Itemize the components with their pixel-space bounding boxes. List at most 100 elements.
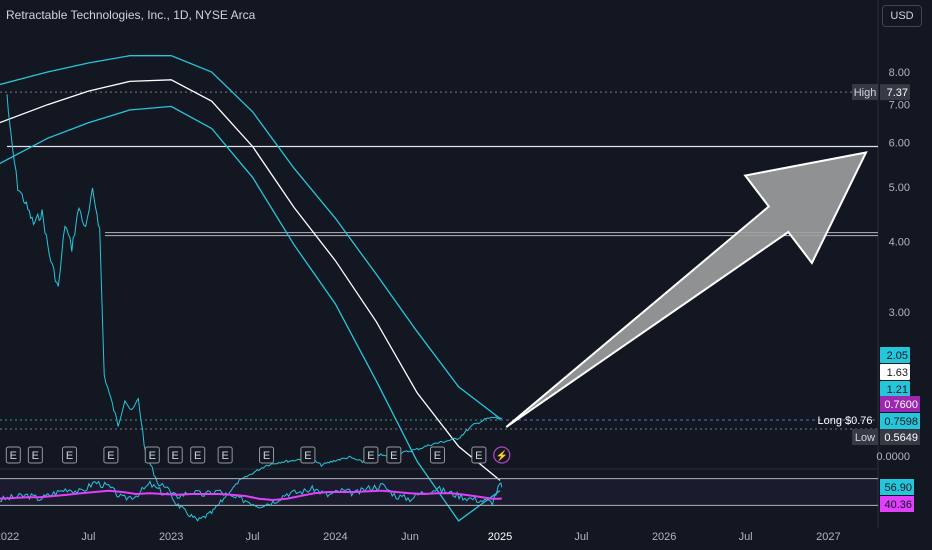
low-badge-label-bg [852, 429, 878, 445]
earnings-marker-label: E [194, 450, 201, 462]
low-badge-value: 0.5649 [884, 432, 918, 444]
earnings-marker-label: E [32, 450, 39, 462]
x-tick-label: 2026 [652, 531, 676, 543]
envelope-upper-line [0, 55, 501, 420]
earnings-marker: E [386, 446, 402, 464]
earnings-marker-label: E [475, 450, 482, 462]
y-tick-label: 7.00 [889, 100, 910, 112]
y-tick-label: 5.00 [889, 182, 910, 194]
rsi-ma-badge-value: 40.36 [884, 499, 912, 511]
position-label: Long $0.76 [817, 415, 872, 427]
low-badge-bg [880, 429, 920, 445]
rsi-ma-line [0, 489, 502, 502]
earnings-marker-label: E [434, 450, 441, 462]
earnings-marker-label: E [10, 450, 17, 462]
earnings-marker-label: E [66, 450, 73, 462]
earnings-marker-box [363, 446, 379, 464]
earnings-marker-box [190, 446, 206, 464]
rsi-band [0, 478, 878, 506]
earnings-marker-box [5, 446, 21, 464]
split-marker-icon: ⚡ [496, 449, 508, 462]
earnings-marker-box [259, 446, 275, 464]
currency-button[interactable]: USD [882, 5, 922, 27]
envelope-lower-line [0, 105, 501, 522]
earnings-marker-label: E [367, 450, 374, 462]
y-tick-label: 4.00 [889, 237, 910, 249]
x-tick-label: 2024 [323, 531, 347, 543]
x-tick-label: Jun [401, 531, 419, 543]
rsi-badge-bg [880, 479, 914, 495]
earnings-marker: E [5, 446, 21, 464]
upper-band-badge-bg [880, 347, 910, 363]
rsi-ma-badge-bg [880, 496, 914, 512]
high-badge-label: High [854, 87, 877, 99]
middle-band-badge-bg [880, 364, 910, 380]
earnings-marker: E [259, 446, 275, 464]
x-tick-label: 2022 [0, 531, 19, 543]
lower-band-badge-value: 1.21 [887, 384, 908, 396]
envelope-middle-line [0, 79, 501, 481]
upper-band-badge: 2.05 [880, 347, 910, 363]
high-badge-label-bg [852, 84, 878, 101]
rsi-ma-badge: 40.36 [880, 496, 914, 512]
earnings-marker-box [144, 446, 160, 464]
current-price-value: 0.7598 [884, 416, 918, 428]
earnings-marker-box [300, 446, 316, 464]
high-badge-value: 7.37 [887, 87, 908, 99]
last-price-bg [880, 396, 920, 412]
last-price-badge: 0.7600 [880, 396, 920, 412]
earnings-marker: E [62, 446, 78, 464]
middle-band-badge-value: 1.63 [887, 367, 908, 379]
low-badge-label: Low [855, 432, 875, 444]
y-tick-label: 8.00 [889, 67, 910, 79]
earnings-marker: E [190, 446, 206, 464]
rsi-badge-value: 56.90 [884, 482, 912, 494]
x-tick-label: 2023 [159, 531, 183, 543]
dividend-marker: ⚡ [493, 446, 511, 464]
x-tick-label: 2025 [488, 531, 512, 543]
earnings-marker-box [27, 446, 43, 464]
earnings-marker-box [217, 446, 233, 464]
chart-title: Retractable Technologies, Inc., 1D, NYSE… [6, 8, 256, 22]
high-badge-bg [880, 84, 910, 101]
x-tick-label: Jul [81, 531, 95, 543]
earnings-marker-box [471, 446, 487, 464]
lower-band-badge-bg [880, 381, 910, 397]
middle-band-badge: 1.63 [880, 364, 910, 380]
rsi-badge: 56.90 [880, 479, 914, 495]
earnings-marker: E [27, 446, 43, 464]
y-tick-label: 6.00 [889, 137, 910, 149]
split-marker-circle [493, 446, 511, 464]
earnings-marker-box [386, 446, 402, 464]
earnings-marker-box [103, 446, 119, 464]
earnings-marker: E [103, 446, 119, 464]
x-tick-label: Jul [574, 531, 588, 543]
earnings-marker: E [363, 446, 379, 464]
lower-band-badge: 1.21 [880, 381, 910, 397]
high-badge: High 7.37 [852, 84, 910, 101]
earnings-marker: E [167, 446, 183, 464]
earnings-marker-label: E [263, 450, 270, 462]
earnings-marker: E [144, 446, 160, 464]
upper-band-badge-value: 2.05 [887, 350, 908, 362]
x-tick-label: Jul [246, 531, 260, 543]
earnings-marker-label: E [149, 450, 156, 462]
earnings-marker-label: E [172, 450, 179, 462]
y-tick-label: 0.0000 [876, 451, 910, 463]
x-tick-label: Jul [739, 531, 753, 543]
earnings-marker-label: E [107, 450, 114, 462]
last-price-value: 0.7600 [884, 399, 918, 411]
price-line [6, 94, 503, 522]
y-tick-label: 3.00 [889, 307, 910, 319]
earnings-marker: E [300, 446, 316, 464]
earnings-marker: E [429, 446, 445, 464]
earnings-marker-label: E [304, 450, 311, 462]
earnings-marker-box [429, 446, 445, 464]
earnings-marker-label: E [390, 450, 397, 462]
low-badge: Low 0.5649 [852, 429, 920, 445]
target-arrow [505, 151, 868, 428]
x-tick-label: 2027 [816, 531, 840, 543]
earnings-marker: E [217, 446, 233, 464]
